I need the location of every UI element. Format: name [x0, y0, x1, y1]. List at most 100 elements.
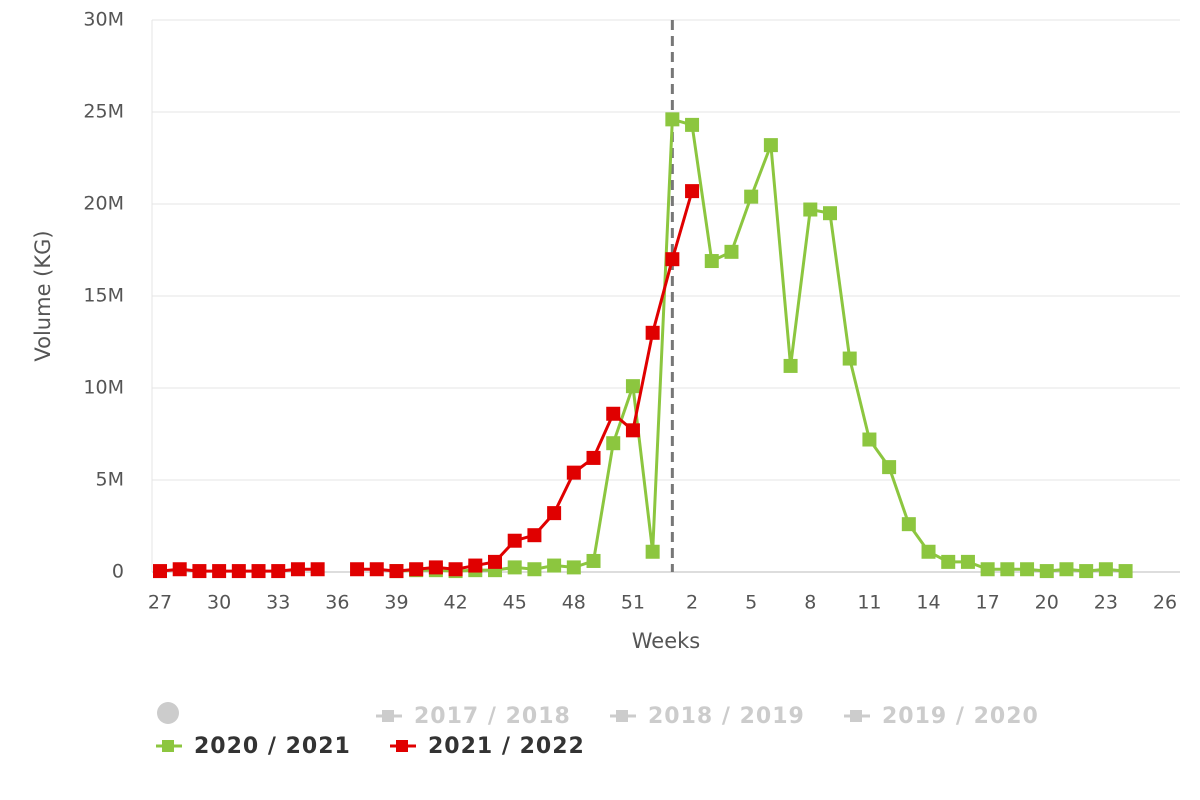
x-tick-label: 11	[857, 592, 881, 614]
point	[724, 244, 739, 259]
legend-label[interactable]: 2017 / 2018	[414, 704, 571, 729]
point	[625, 379, 640, 394]
point	[901, 517, 916, 532]
point	[882, 460, 897, 475]
x-tick-label: 23	[1094, 592, 1118, 614]
point	[488, 554, 502, 569]
y-tick-label: 5M	[96, 469, 124, 491]
x-tick-label: 27	[148, 592, 172, 614]
point	[547, 558, 562, 573]
x-tick-label: 33	[266, 592, 290, 614]
x-tick-label: 8	[804, 592, 816, 614]
point	[941, 554, 956, 569]
x-tick-label: 48	[562, 592, 586, 614]
point	[389, 564, 404, 579]
legend-marker	[162, 740, 174, 752]
point	[507, 560, 522, 575]
point	[212, 564, 227, 579]
point	[842, 351, 857, 366]
point	[1118, 564, 1133, 579]
legend-label[interactable]: 2018 / 2019	[648, 704, 805, 729]
legend-marker	[616, 710, 628, 722]
point	[685, 184, 700, 199]
y-tick-label: 0	[112, 561, 124, 583]
point	[823, 206, 837, 221]
legend-label[interactable]: 2021 / 2022	[428, 734, 585, 759]
point	[350, 562, 365, 577]
point	[172, 562, 187, 577]
x-tick-label: 2	[686, 592, 698, 614]
point	[1000, 562, 1015, 577]
point	[448, 562, 463, 577]
point	[1039, 564, 1054, 579]
y-tick-label: 25M	[83, 101, 124, 123]
point	[428, 560, 443, 575]
point	[251, 564, 266, 579]
point	[1098, 562, 1113, 577]
point	[783, 358, 798, 373]
point	[960, 554, 975, 569]
y-tick-label: 30M	[83, 9, 124, 31]
point	[231, 564, 246, 579]
legend-toggle[interactable]	[157, 702, 179, 724]
point	[153, 564, 167, 579]
x-tick-label: 39	[384, 592, 408, 614]
x-tick-label: 30	[207, 592, 231, 614]
point	[606, 436, 621, 451]
point	[625, 423, 640, 438]
point	[606, 406, 621, 421]
point	[271, 564, 286, 579]
x-tick-label: 26	[1153, 592, 1177, 614]
x-tick-label: 36	[325, 592, 349, 614]
x-axis-title: Weeks	[632, 629, 700, 653]
series-line	[396, 117, 1126, 573]
point	[921, 544, 936, 559]
point	[665, 252, 680, 267]
y-axis-title: Volume (KG)	[31, 230, 55, 361]
point	[192, 564, 207, 579]
point	[527, 562, 542, 577]
x-tick-label: 14	[916, 592, 940, 614]
point	[803, 202, 818, 217]
series-line	[159, 190, 694, 573]
point	[980, 562, 995, 577]
x-tick-label: 20	[1035, 592, 1059, 614]
legend-label[interactable]: 2019 / 2020	[882, 704, 1039, 729]
point	[310, 562, 325, 577]
point	[763, 138, 778, 153]
point	[566, 560, 581, 575]
legend-label[interactable]: 2020 / 2021	[194, 734, 351, 759]
point	[685, 117, 700, 132]
y-tick-label: 15M	[83, 285, 124, 307]
point	[1020, 562, 1035, 577]
point	[645, 325, 660, 340]
point	[665, 112, 680, 127]
legend-marker	[396, 740, 408, 752]
point	[290, 562, 305, 577]
x-tick-label: 42	[443, 592, 467, 614]
x-tick-label: 17	[976, 592, 1000, 614]
point	[369, 562, 384, 577]
point	[1079, 564, 1094, 579]
point	[527, 528, 542, 543]
y-tick-label: 10M	[83, 377, 124, 399]
point	[1059, 562, 1074, 577]
x-tick-label: 45	[503, 592, 527, 614]
point	[704, 254, 719, 269]
legend-marker	[850, 710, 862, 722]
point	[566, 465, 581, 480]
x-tick-label: 51	[621, 592, 645, 614]
point	[645, 544, 660, 559]
point	[862, 432, 877, 447]
point	[586, 553, 601, 568]
point	[586, 450, 601, 465]
legend-marker	[382, 710, 394, 722]
point	[507, 533, 522, 548]
point	[468, 558, 483, 573]
point	[744, 189, 759, 204]
y-tick-label: 20M	[83, 193, 124, 215]
point	[409, 562, 424, 577]
point	[547, 506, 562, 521]
x-tick-label: 5	[745, 592, 757, 614]
